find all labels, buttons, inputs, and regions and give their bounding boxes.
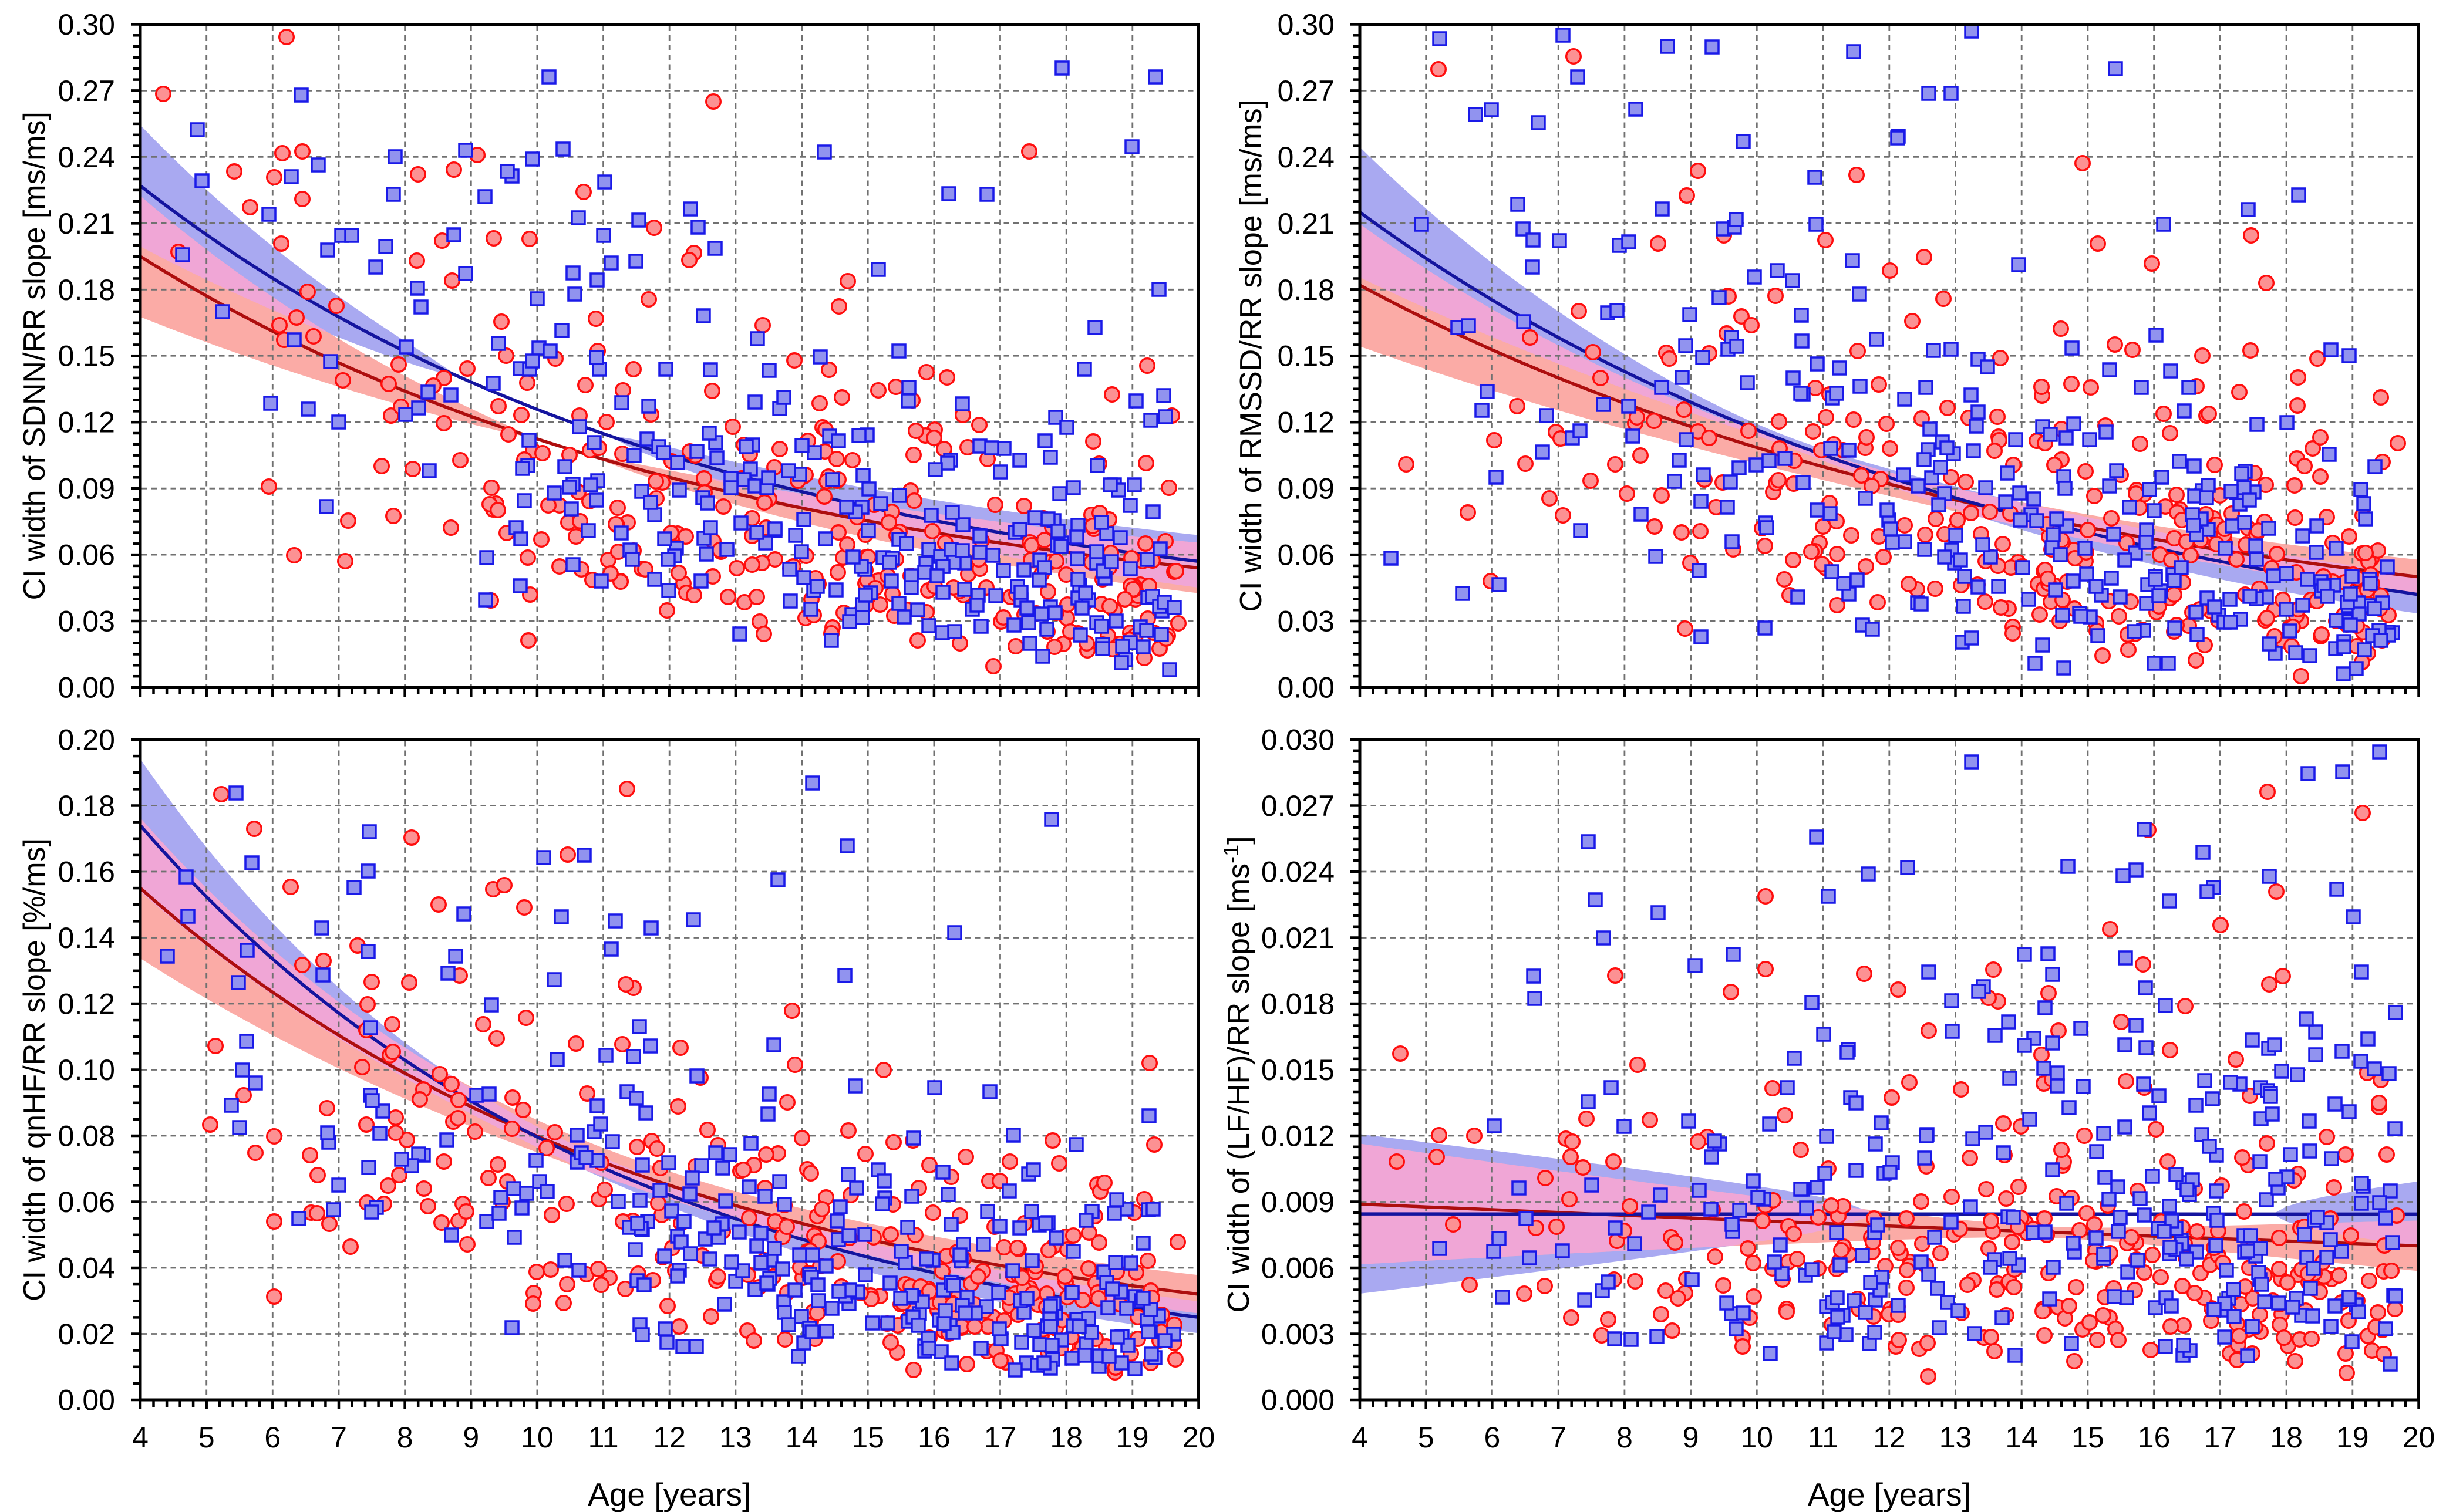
svg-text:0.06: 0.06	[1278, 539, 1335, 572]
svg-text:Age [years]: Age [years]	[1808, 1476, 1971, 1512]
svg-text:17: 17	[2204, 1421, 2236, 1454]
svg-text:CI width of (LF/HF)/RR slope [: CI width of (LF/HF)/RR slope [ms-1]	[1219, 836, 1256, 1312]
svg-text:5: 5	[1418, 1421, 1434, 1454]
svg-text:10: 10	[521, 1421, 554, 1454]
svg-text:9: 9	[463, 1421, 479, 1454]
svg-text:0.18: 0.18	[1278, 274, 1335, 306]
svg-text:14: 14	[786, 1421, 818, 1454]
svg-text:8: 8	[397, 1421, 413, 1454]
svg-text:9: 9	[1683, 1421, 1699, 1454]
svg-text:0.12: 0.12	[58, 988, 115, 1021]
svg-text:0.030: 0.030	[1261, 724, 1335, 757]
svg-text:CI width of qnHF/RR slope [%/m: CI width of qnHF/RR slope [%/ms]	[18, 838, 52, 1301]
svg-text:0.003: 0.003	[1261, 1318, 1335, 1351]
svg-text:20: 20	[1182, 1421, 1215, 1454]
svg-text:CI width of SDNN/RR slope [ms/: CI width of SDNN/RR slope [ms/ms]	[18, 112, 52, 600]
svg-text:0.24: 0.24	[1278, 141, 1335, 174]
svg-text:12: 12	[1873, 1421, 1906, 1454]
svg-text:0.21: 0.21	[58, 207, 115, 240]
svg-text:0.04: 0.04	[58, 1252, 115, 1285]
svg-text:0.00: 0.00	[58, 1384, 115, 1417]
svg-text:0.06: 0.06	[58, 539, 115, 572]
svg-text:15: 15	[2071, 1421, 2104, 1454]
svg-text:18: 18	[2270, 1421, 2303, 1454]
svg-text:16: 16	[918, 1421, 951, 1454]
svg-text:0.006: 0.006	[1261, 1252, 1335, 1285]
svg-text:0.03: 0.03	[1278, 605, 1335, 638]
svg-text:6: 6	[1484, 1421, 1500, 1454]
svg-text:6: 6	[264, 1421, 281, 1454]
svg-text:0.03: 0.03	[58, 605, 115, 638]
svg-text:0.12: 0.12	[1278, 406, 1335, 439]
svg-text:0.24: 0.24	[58, 141, 115, 174]
svg-text:0.015: 0.015	[1261, 1054, 1335, 1086]
svg-text:11: 11	[1808, 1421, 1838, 1454]
svg-text:0.02: 0.02	[58, 1318, 115, 1351]
svg-text:15: 15	[851, 1421, 884, 1454]
svg-text:5: 5	[198, 1421, 215, 1454]
svg-text:0.27: 0.27	[1278, 75, 1335, 107]
svg-text:16: 16	[2138, 1421, 2171, 1454]
svg-text:19: 19	[1116, 1421, 1149, 1454]
svg-text:0.10: 0.10	[58, 1054, 115, 1086]
svg-text:14: 14	[2005, 1421, 2038, 1454]
svg-text:20: 20	[2403, 1421, 2435, 1454]
svg-text:0.15: 0.15	[1278, 340, 1335, 373]
svg-text:4: 4	[132, 1421, 149, 1454]
svg-text:0.09: 0.09	[58, 473, 115, 505]
svg-text:0.00: 0.00	[1278, 671, 1335, 704]
svg-text:17: 17	[984, 1421, 1017, 1454]
svg-text:18: 18	[1050, 1421, 1083, 1454]
svg-text:8: 8	[1616, 1421, 1633, 1454]
svg-text:4: 4	[1352, 1421, 1368, 1454]
svg-text:0.30: 0.30	[58, 8, 115, 41]
svg-text:0.18: 0.18	[58, 274, 115, 306]
svg-text:Age [years]: Age [years]	[588, 1476, 751, 1512]
svg-text:0.16: 0.16	[58, 856, 115, 889]
svg-text:0.09: 0.09	[1278, 473, 1335, 505]
svg-text:0.009: 0.009	[1261, 1186, 1335, 1219]
svg-text:0.21: 0.21	[1278, 207, 1335, 240]
svg-text:0.12: 0.12	[58, 406, 115, 439]
svg-text:0.06: 0.06	[58, 1186, 115, 1219]
svg-text:0.024: 0.024	[1261, 856, 1335, 889]
svg-text:0.027: 0.027	[1261, 789, 1335, 822]
svg-text:7: 7	[1550, 1421, 1566, 1454]
svg-text:13: 13	[719, 1421, 752, 1454]
svg-text:0.18: 0.18	[58, 789, 115, 822]
svg-text:7: 7	[331, 1421, 347, 1454]
svg-text:0.08: 0.08	[58, 1120, 115, 1153]
svg-text:0.20: 0.20	[58, 724, 115, 757]
svg-text:13: 13	[1939, 1421, 1972, 1454]
svg-text:0.14: 0.14	[58, 922, 115, 954]
svg-text:0.021: 0.021	[1261, 922, 1335, 954]
svg-text:0.00: 0.00	[58, 671, 115, 704]
svg-text:0.27: 0.27	[58, 75, 115, 107]
svg-text:11: 11	[588, 1421, 619, 1454]
svg-text:12: 12	[653, 1421, 686, 1454]
svg-text:CI width of RMSSD/RR slope [ms: CI width of RMSSD/RR slope [ms/ms]	[1234, 100, 1268, 612]
svg-text:10: 10	[1740, 1421, 1773, 1454]
svg-text:0.15: 0.15	[58, 340, 115, 373]
svg-text:0.018: 0.018	[1261, 988, 1335, 1021]
svg-text:0.012: 0.012	[1261, 1120, 1335, 1153]
svg-text:0.000: 0.000	[1261, 1384, 1335, 1417]
svg-text:0.30: 0.30	[1278, 8, 1335, 41]
svg-text:19: 19	[2336, 1421, 2369, 1454]
